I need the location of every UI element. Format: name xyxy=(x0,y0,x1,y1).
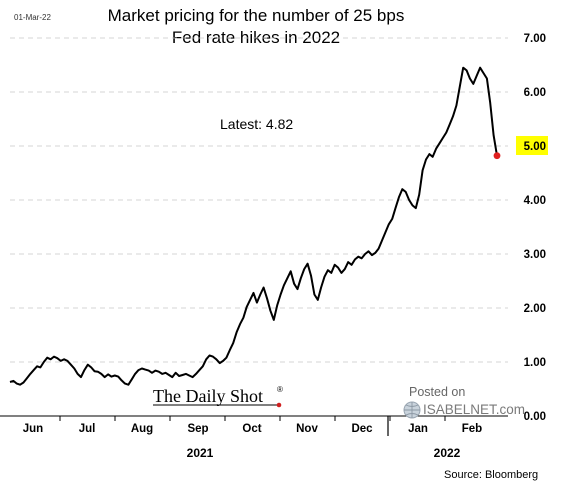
daily-shot-brand-mark: ® xyxy=(277,385,283,394)
daily-shot-watermark: The Daily Shot ® xyxy=(153,385,283,408)
y-tick-label: 4.00 xyxy=(524,195,546,207)
latest-value-marker xyxy=(493,152,501,160)
x-tick-label: Jun xyxy=(23,423,43,435)
latest-annotation: Latest: 4.82 xyxy=(220,116,293,132)
x-tick-label: Nov xyxy=(296,423,318,435)
globe-icon xyxy=(403,401,421,419)
y-tick-label: 3.00 xyxy=(524,249,546,261)
year-label-2022: 2022 xyxy=(434,446,461,460)
isabelnet-text: ISABELNET.com xyxy=(423,402,525,417)
x-tick-label: Feb xyxy=(462,423,482,435)
y-tick-label: 2.00 xyxy=(524,303,546,315)
x-axis-ticks: Jun Jul Aug Sep Oct Nov Dec Jan Feb xyxy=(23,416,482,435)
y-axis-ticks: 0.00 1.00 2.00 3.00 4.00 5.00 6.00 7.00 xyxy=(524,33,546,423)
daily-shot-dot xyxy=(276,402,282,408)
series-line xyxy=(9,66,498,386)
y-tick-label: 6.00 xyxy=(524,87,546,99)
y-tick-label: 1.00 xyxy=(524,357,546,369)
highlight-tick-background xyxy=(516,136,548,155)
chart-title-line-2: Fed rate hikes in 2022 xyxy=(172,28,340,47)
y-tick-label: 7.00 xyxy=(524,33,546,45)
date-stamp: 01-Mar-22 xyxy=(14,13,51,22)
y-tick-label: 5.00 xyxy=(524,141,546,153)
x-tick-label: Dec xyxy=(351,423,373,435)
x-tick-label: Aug xyxy=(131,423,153,435)
x-tick-label: Oct xyxy=(242,423,261,435)
daily-shot-brand: The Daily Shot xyxy=(153,386,263,406)
isabelnet-watermark: Posted on ISABELNET.com xyxy=(403,385,525,419)
y-tick-label: 0.00 xyxy=(524,411,546,423)
posted-on-text: Posted on xyxy=(409,385,465,399)
x-tick-label: Jul xyxy=(79,423,96,435)
x-tick-label: Jan xyxy=(408,423,428,435)
x-tick-label: Sep xyxy=(187,423,208,435)
chart-title-line-1: Market pricing for the number of 25 bps xyxy=(108,6,405,25)
source-note: Source: Bloomberg xyxy=(444,469,538,481)
gridlines xyxy=(10,37,508,363)
year-label-2021: 2021 xyxy=(187,446,214,460)
